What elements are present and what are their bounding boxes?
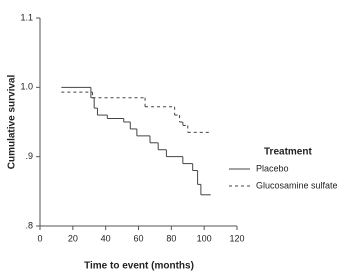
- x-axis-title: Time to event (months): [84, 261, 194, 272]
- legend-label: Placebo: [256, 163, 289, 173]
- y-tick-label: .9: [25, 151, 33, 161]
- y-tick-label: 1.0: [20, 82, 33, 92]
- x-tick-label: 100: [197, 233, 212, 243]
- x-tick-label: 20: [68, 233, 78, 243]
- legend-title: Treatment: [264, 147, 312, 158]
- x-tick-label: 120: [229, 233, 244, 243]
- x-tick-label: 80: [166, 233, 176, 243]
- x-tick-label: 0: [37, 233, 42, 243]
- y-axis-title: Cumulative survival: [7, 75, 18, 170]
- y-tick-label: .8: [25, 220, 33, 230]
- y-tick-label: 1.1: [20, 12, 33, 22]
- x-tick-label: 60: [133, 233, 143, 243]
- x-tick-label: 40: [101, 233, 111, 243]
- legend-label: Glucosamine sulfate: [256, 180, 338, 190]
